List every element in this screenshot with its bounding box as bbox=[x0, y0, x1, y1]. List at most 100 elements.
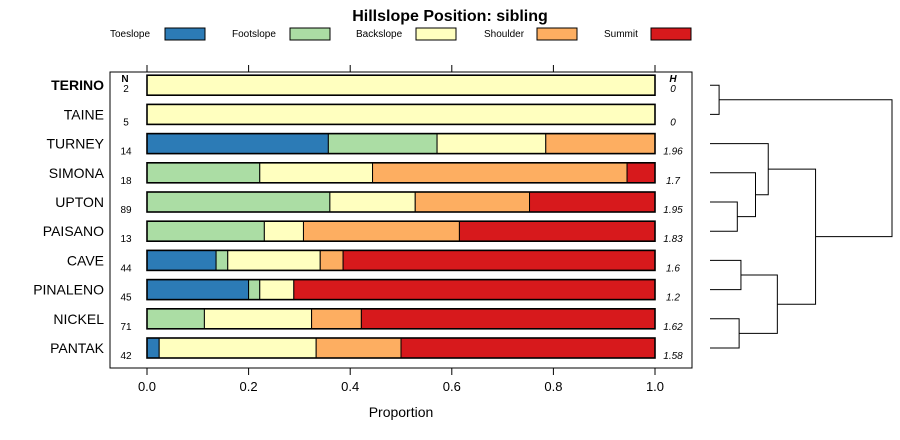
bar-segment-simona-shoulder bbox=[372, 162, 628, 184]
dendrogram bbox=[710, 84, 893, 349]
legend-label-toeslope: Toeslope bbox=[110, 29, 150, 40]
bar-segment-simona-summit bbox=[626, 162, 656, 184]
row-label-pinaleno: PINALENO bbox=[33, 282, 104, 298]
legend-label-backslope: Backslope bbox=[356, 29, 403, 40]
chart-title: Hillslope Position: sibling bbox=[352, 8, 548, 25]
bar-segment-turney-shoulder bbox=[545, 133, 656, 155]
row-label-terino: TERINO bbox=[51, 77, 104, 93]
dendrogram-link bbox=[710, 84, 720, 115]
bar-segment-upton-shoulder bbox=[414, 191, 531, 213]
dendrogram-link bbox=[768, 168, 817, 305]
legend-swatch-summit bbox=[650, 27, 692, 41]
x-axis: 0.0 0.2 0.4 0.6 0.8 1.0 bbox=[138, 65, 664, 394]
bar-segment-nickel-summit bbox=[360, 308, 656, 330]
bar-segment-taine-backslope bbox=[146, 103, 656, 125]
bar-segment-upton-footslope bbox=[146, 191, 331, 213]
bar-outline-pinaleno bbox=[146, 278, 656, 301]
bar-outline-cave bbox=[146, 249, 656, 272]
legend-swatch-shoulder bbox=[536, 27, 578, 41]
dendrogram-link bbox=[739, 274, 778, 334]
row-label-turney: TURNEY bbox=[46, 136, 104, 152]
dendrogram-link bbox=[710, 259, 742, 291]
x-tick-label: 0.8 bbox=[544, 379, 562, 394]
x-tick-label: 0.0 bbox=[138, 379, 156, 394]
row-label-paisano: PAISANO bbox=[43, 223, 104, 239]
bar-segment-simona-footslope bbox=[146, 162, 261, 184]
dendrogram-link bbox=[719, 99, 893, 238]
bar-outline-nickel bbox=[146, 307, 656, 330]
row-label-cave: CAVE bbox=[67, 252, 104, 268]
x-tick-label: 0.6 bbox=[443, 379, 461, 394]
bar-segment-nickel-footslope bbox=[146, 308, 205, 330]
dendrogram-link bbox=[710, 172, 756, 218]
bar-segment-nickel-shoulder bbox=[311, 308, 362, 330]
bar-outline-pantak bbox=[146, 337, 656, 359]
bar-segment-turney-backslope bbox=[436, 133, 547, 155]
row-n-pantak: 42 bbox=[120, 351, 132, 362]
row-h-turney: 1.96 bbox=[663, 147, 683, 158]
bar-segment-upton-summit bbox=[529, 191, 656, 213]
bar-segment-pantak-shoulder bbox=[315, 337, 402, 359]
bar-segment-terino-backslope bbox=[146, 74, 656, 96]
row-n-paisano: 13 bbox=[120, 234, 132, 245]
legend-label-footslope: Footslope bbox=[232, 29, 276, 40]
row-h-cave: 1.6 bbox=[666, 263, 680, 274]
legend-label-summit: Summit bbox=[604, 29, 638, 40]
dendrogram-link bbox=[710, 318, 740, 349]
bar-segment-cave-footslope bbox=[215, 249, 229, 271]
bar-segment-simona-backslope bbox=[259, 162, 374, 184]
row-n-turney: 14 bbox=[120, 147, 132, 158]
bar-outline-taine bbox=[146, 103, 656, 126]
dendrogram-link bbox=[710, 143, 769, 196]
legend-swatch-footslope bbox=[289, 27, 331, 41]
bar-segment-pinaleno-backslope bbox=[259, 279, 295, 301]
bar-outline-simona bbox=[146, 162, 656, 184]
bar-segment-pinaleno-footslope bbox=[248, 279, 261, 301]
row-label-upton: UPTON bbox=[55, 194, 104, 210]
rows: TERINO 2 0 TAINE 5 0 TURNEY 14 1.96 SIMONA 18 1.7 UP… bbox=[33, 74, 683, 362]
bar-segment-cave-backslope bbox=[227, 249, 321, 271]
bar-outline-upton bbox=[146, 191, 656, 213]
bar-segment-cave-summit bbox=[342, 249, 656, 271]
row-n-pinaleno: 45 bbox=[120, 293, 132, 304]
bar-segment-pantak-toeslope bbox=[146, 337, 160, 359]
bar-segment-upton-backslope bbox=[329, 191, 416, 213]
row-h-pinaleno: 1.2 bbox=[666, 293, 680, 304]
x-tick-label: 0.2 bbox=[240, 379, 258, 394]
legend-swatch-backslope bbox=[415, 27, 457, 41]
row-n-cave: 44 bbox=[120, 263, 132, 274]
h-header: H bbox=[669, 74, 677, 85]
row-n-nickel: 71 bbox=[120, 322, 132, 333]
row-h-nickel: 1.62 bbox=[663, 322, 683, 333]
bar-outline-turney bbox=[146, 132, 656, 155]
bar-segment-pinaleno-toeslope bbox=[146, 279, 250, 301]
bar-segment-paisano-summit bbox=[458, 220, 656, 242]
bar-segment-cave-shoulder bbox=[319, 249, 344, 271]
row-label-pantak: PANTAK bbox=[50, 340, 105, 356]
row-label-nickel: NICKEL bbox=[53, 311, 104, 327]
row-h-paisano: 1.83 bbox=[663, 234, 683, 245]
bar-segment-turney-footslope bbox=[327, 133, 438, 155]
legend-swatch-toeslope bbox=[164, 27, 206, 41]
row-n-simona: 18 bbox=[120, 176, 132, 187]
row-n-upton: 89 bbox=[120, 205, 132, 216]
bar-segment-nickel-backslope bbox=[203, 308, 313, 330]
row-h-simona: 1.7 bbox=[666, 176, 680, 187]
row-label-taine: TAINE bbox=[64, 106, 104, 122]
legend-label-shoulder: Shoulder bbox=[484, 29, 525, 40]
legend: Toeslope Footslope Backslope Shoulder Summit bbox=[110, 27, 692, 41]
row-h-pantak: 1.58 bbox=[663, 351, 683, 362]
row-n-terino: 2 bbox=[123, 84, 129, 95]
row-h-terino: 0 bbox=[670, 84, 676, 95]
bar-outline-paisano bbox=[146, 220, 656, 242]
bar-segment-paisano-backslope bbox=[263, 220, 304, 242]
bar-segment-paisano-footslope bbox=[146, 220, 265, 242]
bar-segment-pantak-backslope bbox=[158, 337, 317, 359]
bar-segment-cave-toeslope bbox=[146, 249, 217, 271]
dendrogram-link bbox=[710, 201, 738, 232]
row-n-taine: 5 bbox=[123, 117, 129, 128]
bar-outline-terino bbox=[146, 74, 656, 96]
row-h-taine: 0 bbox=[670, 117, 676, 128]
bar-segment-pantak-summit bbox=[400, 337, 656, 359]
